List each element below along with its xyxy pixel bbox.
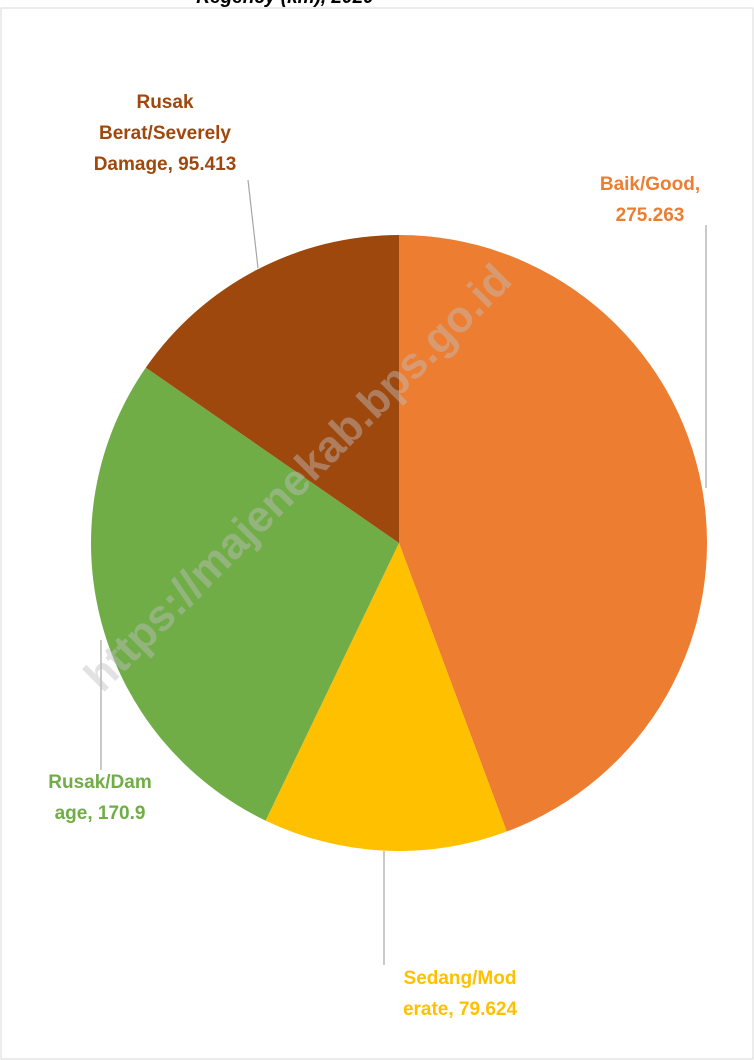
- data-label: erate, 79.624: [403, 999, 518, 1020]
- pie-slice: [399, 235, 707, 832]
- data-label: Damage, 95.413: [94, 154, 237, 175]
- data-label: 275.263: [616, 205, 685, 226]
- data-label: Berat/Severely: [99, 123, 231, 144]
- data-label: age, 170.9: [55, 803, 146, 824]
- pie-slice: [145, 235, 399, 543]
- leader-line: [247, 179, 259, 269]
- chart-title: Regency (km), 2020: [196, 0, 374, 8]
- pie-slice: [91, 367, 400, 821]
- data-label: Rusak/Dam: [48, 772, 152, 793]
- data-label: Rusak: [136, 92, 193, 113]
- data-label: Sedang/Mod: [404, 968, 517, 989]
- pie-slice: [265, 543, 507, 852]
- data-label: Baik/Good,: [600, 174, 700, 195]
